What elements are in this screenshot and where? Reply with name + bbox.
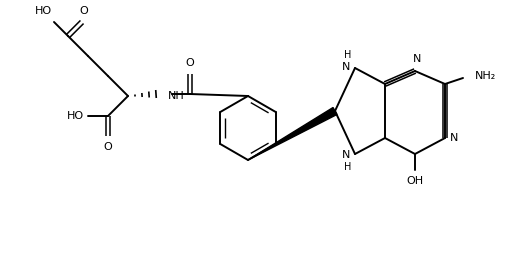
Text: O: O (104, 142, 112, 152)
Text: NH₂: NH₂ (475, 71, 496, 81)
Text: N: N (413, 54, 421, 64)
Text: N: N (342, 62, 350, 72)
Text: HO: HO (67, 111, 84, 121)
Text: H: H (344, 50, 352, 60)
Text: H: H (344, 162, 352, 172)
Polygon shape (248, 108, 337, 160)
Text: HO: HO (35, 6, 52, 16)
Text: OH: OH (407, 176, 423, 186)
Text: O: O (185, 58, 194, 68)
Text: NH: NH (168, 91, 185, 101)
Text: O: O (80, 6, 89, 16)
Text: N: N (450, 133, 458, 143)
Text: N: N (342, 150, 350, 160)
